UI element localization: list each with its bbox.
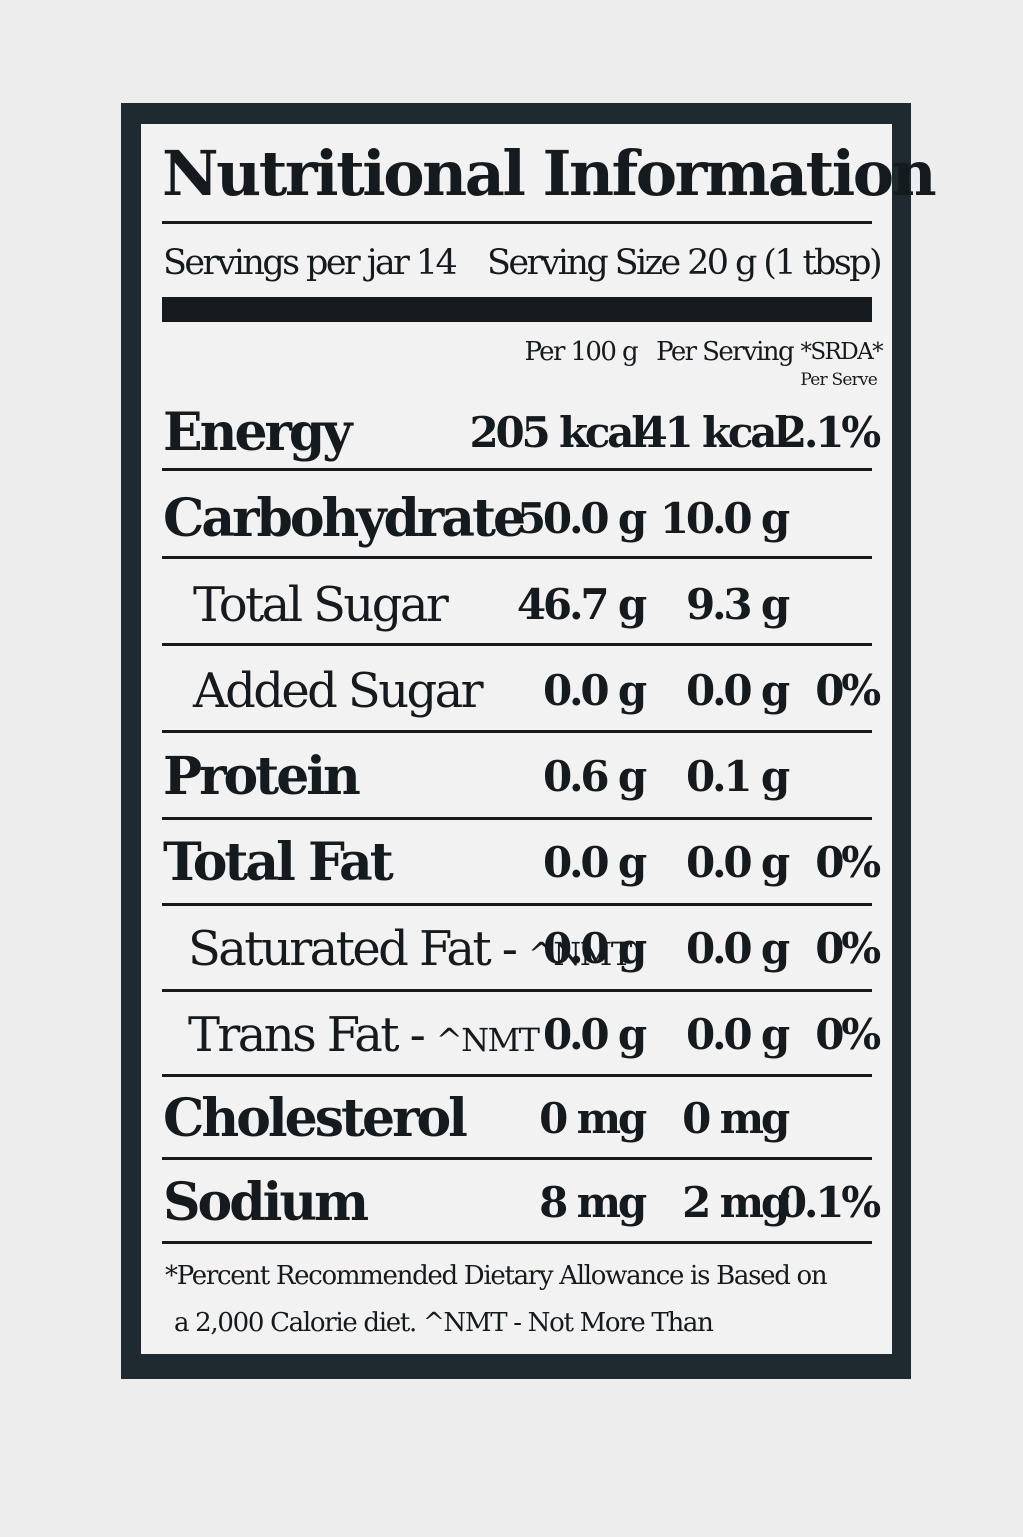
nutrient-per-serving: 9.3 g [685, 580, 790, 629]
nutrient-per-serving: 0.0 g [685, 838, 790, 887]
divider [162, 1157, 872, 1160]
column-header-per-serving: Per Serving [656, 337, 794, 367]
nutrient-per-serving: 41 kcal [638, 408, 790, 457]
divider [162, 989, 872, 992]
divider [162, 1074, 872, 1077]
nutrient-row-protein: Protein 0.6 g 0.1 g [0, 734, 1023, 820]
column-header-srda: *SRDA* [800, 339, 883, 365]
nutrient-srda: 0% [815, 666, 881, 715]
divider [162, 817, 872, 820]
nutrient-per-serving: 0.0 g [685, 924, 790, 973]
label-panel [141, 124, 892, 1354]
nutrient-row-saturated-fat: Saturated Fat - ^NMT 0.0 g 0.0 g 0% [0, 906, 1023, 992]
nutrient-name: Cholesterol [163, 1088, 468, 1149]
divider [162, 221, 872, 224]
footnote-line-2: a 2,000 Calorie diet. ^NMT - Not More Th… [174, 1308, 714, 1338]
footnote-line-1: *Percent Recommended Dietary Allowance i… [165, 1261, 828, 1291]
nutrient-per100: 205 kcal [469, 408, 647, 457]
nutrient-per100: 0.6 g [542, 752, 647, 801]
nutrient-srda: 0.1% [777, 1178, 881, 1227]
nutrient-name: Trans Fat - ^NMT [188, 992, 540, 1083]
thick-divider [162, 297, 872, 322]
nutrient-srda: 0% [815, 924, 881, 973]
nutrient-name: Protein [163, 746, 361, 807]
serving-size: Serving Size 20 g (1 tbsp) [487, 243, 883, 283]
divider [162, 730, 872, 733]
nutrient-name-text: Saturated Fat - [188, 921, 529, 977]
nutrient-row-cholesterol: Cholesterol 0 mg 0 mg [0, 1076, 1023, 1162]
nmt-marker: ^NMT [435, 1021, 540, 1059]
nutrient-per-serving: 0.0 g [685, 1010, 790, 1059]
nutrient-name: Saturated Fat - ^NMT [188, 906, 632, 997]
divider [162, 643, 872, 646]
nutrient-row-carbohydrate: Carbohydrate 50.0 g 10.0 g [0, 476, 1023, 562]
divider [162, 903, 872, 906]
nutrient-name: Carbohydrate [163, 488, 526, 549]
nutrient-row-total-fat: Total Fat 0.0 g 0.0 g 0% [0, 820, 1023, 906]
nutrient-row-energy: Energy 205 kcal 41 kcal 2.1% [0, 390, 1023, 476]
nutrient-row-total-sugar: Total Sugar 46.7 g 9.3 g [0, 562, 1023, 648]
nutrient-srda: 0% [815, 838, 881, 887]
divider [162, 468, 872, 471]
nutrient-per-serving: 10.0 g [659, 494, 790, 543]
nutrient-per-serving: 0 mg [682, 1094, 790, 1143]
nutrient-srda: 0% [815, 1010, 881, 1059]
nutrient-per-serving: 0.1 g [685, 752, 790, 801]
nutrient-per100: 0.0 g [542, 666, 647, 715]
nutrient-row-added-sugar: Added Sugar 0.0 g 0.0 g 0% [0, 648, 1023, 734]
nutrient-srda: 2.1% [777, 408, 881, 457]
nutrient-name: Sodium [163, 1172, 369, 1233]
divider [162, 1241, 872, 1244]
label-title: Nutritional Information [162, 137, 937, 210]
nutrient-row-sodium: Sodium 8 mg 2 mg 0.1% [0, 1160, 1023, 1246]
servings-per-jar: Servings per jar 14 [163, 243, 458, 283]
nmt-marker: ^NMT [528, 935, 632, 973]
nutrient-row-trans-fat: Trans Fat - ^NMT 0.0 g 0.0 g 0% [0, 992, 1023, 1078]
nutrient-per100: 46.7 g [516, 580, 647, 629]
nutrient-per100: 0.0 g [542, 838, 647, 887]
nutrient-per100: 0.0 g [542, 1010, 647, 1059]
nutrient-per100: 8 mg [539, 1178, 647, 1227]
nutrient-per100: 0 mg [539, 1094, 647, 1143]
nutrient-name: Total Sugar [193, 577, 449, 633]
column-header-srda-sub: Per Serve [800, 370, 877, 390]
divider [162, 556, 872, 559]
nutrient-name: Added Sugar [193, 663, 484, 719]
nutrient-per-serving: 0.0 g [685, 666, 790, 715]
nutrient-per100: 0.0 g [542, 924, 647, 973]
nutrient-per100: 50.0 g [516, 494, 647, 543]
nutrient-name: Energy [163, 402, 352, 463]
nutrient-per-serving: 2 mg [682, 1178, 790, 1227]
column-header-per-100g: Per 100 g [524, 337, 638, 367]
nutrient-name-text: Trans Fat - [188, 1007, 436, 1063]
nutrient-name: Total Fat [163, 832, 394, 893]
